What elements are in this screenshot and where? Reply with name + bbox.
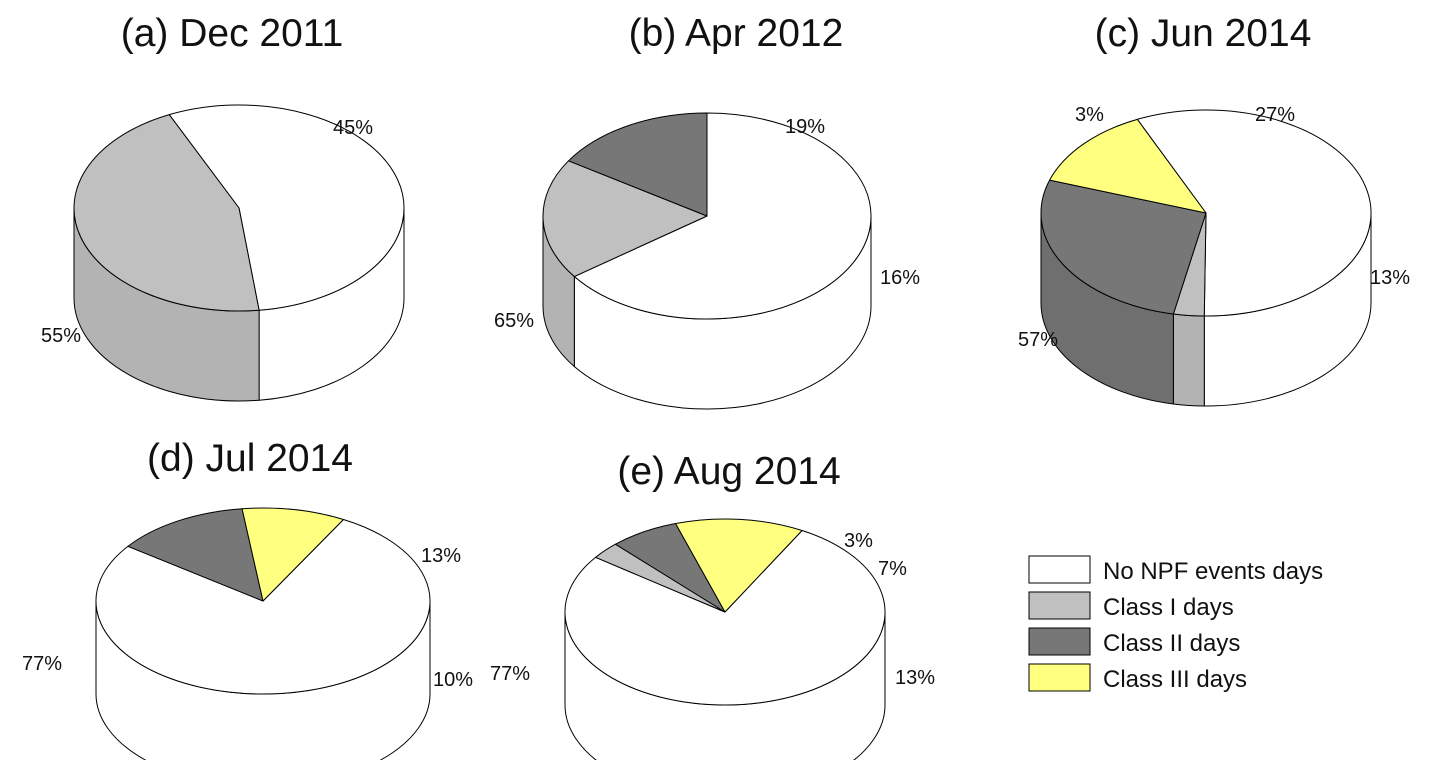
- pct-label-d-class3: 10%: [433, 669, 473, 691]
- pct-label-b-class1: 19%: [785, 116, 825, 138]
- legend-swatch-class1: [1028, 591, 1091, 620]
- pct-label-e-class3: 13%: [895, 667, 935, 689]
- pct-label-a-class1: 45%: [333, 117, 373, 139]
- pie-b: [542, 112, 872, 410]
- pct-label-b-class2: 16%: [880, 267, 920, 289]
- pie-e-slice-class-iii-days: [675, 518, 803, 613]
- pie-c-slice-no-npf-events-days: [1136, 109, 1372, 317]
- legend-swatch-no-npf: [1028, 555, 1091, 584]
- pie-b-slice-no-npf-events-days: [573, 112, 872, 320]
- chart-title-c: (c) Jun 2014: [1095, 12, 1312, 55]
- legend-swatch-class3: [1028, 663, 1091, 692]
- pct-label-d-class2: 13%: [421, 545, 461, 567]
- pie-d: [95, 507, 431, 760]
- pct-label-c-class2: 27%: [1255, 104, 1295, 126]
- pie-d-slice-no-npf-events-days: [95, 519, 431, 695]
- pie-a-slice-no-npf-events-days: [168, 104, 405, 311]
- pie-d-slice-class-iii-days: [241, 507, 344, 602]
- chart-title-e: (e) Aug 2014: [617, 450, 840, 493]
- pct-label-e-no-npf: 77%: [490, 663, 530, 685]
- legend: No NPF events days Class I days Class II…: [1028, 555, 1323, 693]
- pct-label-a-no-npf: 55%: [41, 325, 81, 347]
- pie-b-slice-class-i-days: [542, 160, 708, 278]
- pie-c-slice-class-ii-days: [1040, 179, 1207, 315]
- legend-label-no-npf: No NPF events days: [1103, 558, 1323, 585]
- pct-label-e-class2: 7%: [878, 558, 907, 580]
- chart-title-d: (d) Jul 2014: [147, 437, 353, 480]
- pct-label-c-class1: 3%: [1075, 104, 1104, 126]
- pie-e-slice-no-npf-events-days: [564, 530, 886, 706]
- pct-label-e-class1: 3%: [844, 530, 873, 552]
- pie-c: [1040, 109, 1372, 407]
- pie-a: [73, 104, 405, 402]
- legend-label-class2: Class II days: [1103, 630, 1240, 657]
- pct-label-b-no-npf: 65%: [494, 310, 534, 332]
- pct-label-c-class3: 13%: [1370, 267, 1410, 289]
- pie-d-slice-class-ii-days: [127, 508, 264, 602]
- pie-e: [564, 518, 886, 760]
- pct-label-d-no-npf: 77%: [22, 653, 62, 675]
- chart-title-b: (b) Apr 2012: [629, 12, 844, 55]
- pie-a-slice-class-i-days: [73, 114, 260, 312]
- chart-title-a: (a) Dec 2011: [121, 12, 344, 55]
- legend-swatch-class2: [1028, 627, 1091, 656]
- legend-label-class1: Class I days: [1103, 594, 1234, 621]
- pie-c-side-class-i-days: [1172, 313, 1205, 407]
- pie-b-slice-class-ii-days: [568, 112, 708, 217]
- pct-label-c-no-npf: 57%: [1018, 329, 1058, 351]
- pie-c-slice-class-iii-days: [1049, 118, 1207, 214]
- legend-label-class3: Class III days: [1103, 666, 1247, 693]
